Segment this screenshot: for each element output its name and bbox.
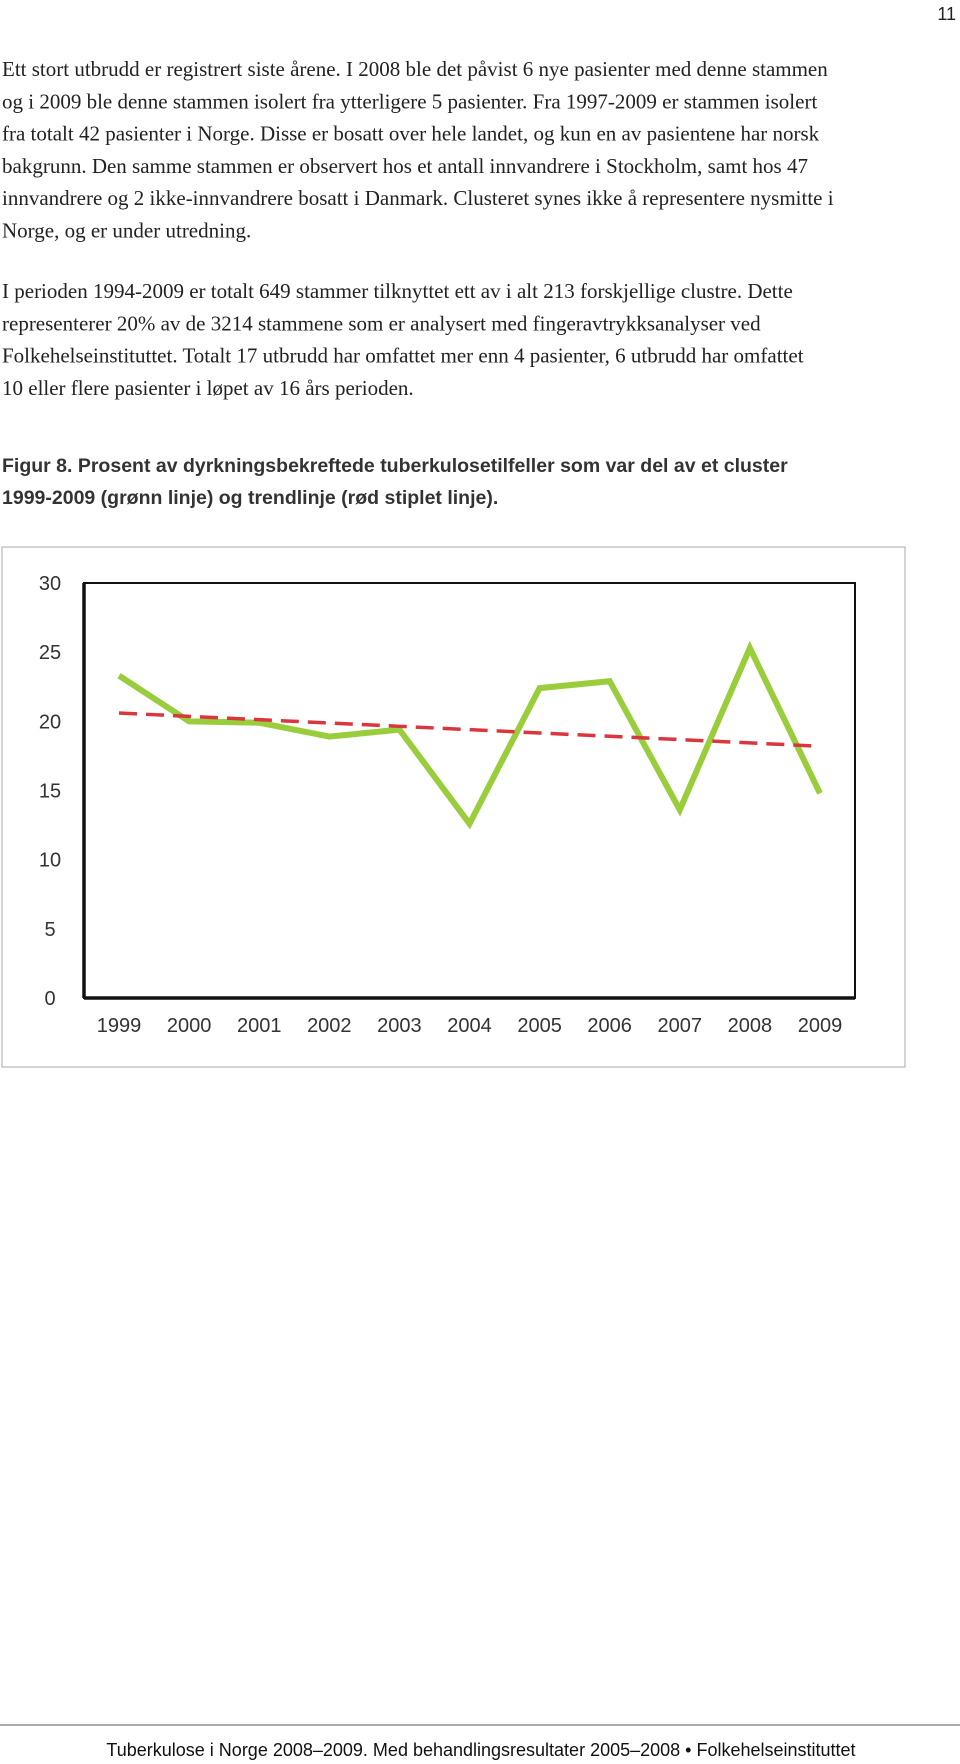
y-tick-label: 5 [44, 919, 55, 941]
x-tick-label: 2007 [658, 1015, 703, 1037]
y-tick-label: 30 [39, 573, 61, 595]
paragraph-line: Ett stort utbrudd er registrert siste år… [2, 57, 828, 81]
x-tick-label: 2008 [728, 1015, 773, 1037]
x-tick-label: 2001 [237, 1015, 282, 1037]
x-tick-label: 2006 [587, 1015, 632, 1037]
y-tick-label: 20 [39, 711, 61, 733]
y-tick-label: 10 [39, 850, 61, 872]
figure-caption: Figur 8. Prosent av dyrkningsbekreftede … [2, 455, 788, 477]
paragraph-line: innvandrere og 2 ikke-innvandrere bosatt… [2, 186, 834, 210]
paragraph-line: 10 eller flere pasienter i løpet av 16 å… [2, 376, 414, 400]
x-tick-label: 2005 [517, 1015, 562, 1037]
paragraph-line: representerer 20% av de 3214 stammene so… [2, 311, 761, 335]
figure-caption: 1999-2009 (grønn linje) og trendlinje (r… [2, 487, 498, 509]
x-tick-label: 2003 [377, 1015, 422, 1037]
x-tick-label: 2004 [447, 1015, 492, 1037]
data-line [117, 640, 823, 830]
y-tick-label: 15 [39, 781, 61, 803]
x-tick-label: 2009 [798, 1015, 843, 1037]
page-number: 11 [937, 4, 956, 24]
paragraph-line: Folkehelseinstituttet. Totalt 17 utbrudd… [2, 344, 804, 368]
paragraph-line: bakgrunn. Den samme stammen er observert… [2, 154, 808, 178]
x-tick-label: 2002 [307, 1015, 352, 1037]
x-tick-label: 2000 [167, 1015, 212, 1037]
x-tick-label: 1999 [97, 1015, 142, 1037]
footer: Tuberkulose i Norge 2008–2009. Med behan… [106, 1740, 855, 1760]
paragraph-line: Norge, og er under utredning. [2, 219, 251, 243]
trend-line [118, 711, 821, 748]
paragraph-line: og i 2009 ble denne stammen isolert fra … [2, 89, 817, 113]
y-tick-label: 25 [39, 642, 61, 664]
paragraph-line: I perioden 1994-2009 er totalt 649 stamm… [2, 279, 793, 303]
y-tick-label: 0 [44, 988, 55, 1010]
paragraph-line: fra totalt 42 pasienter i Norge. Disse e… [2, 122, 820, 146]
